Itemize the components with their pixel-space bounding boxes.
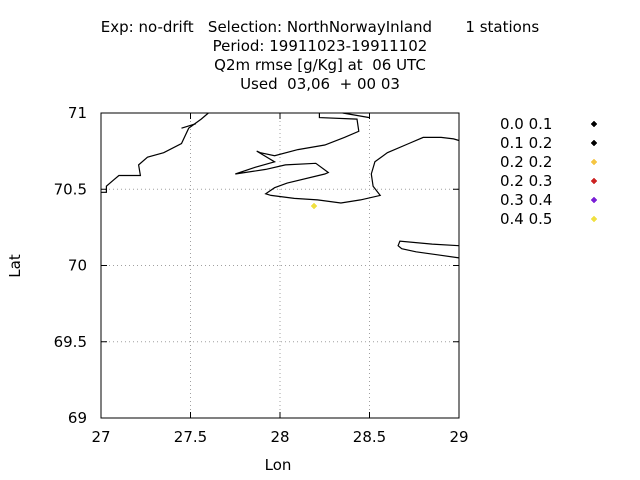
data-points — [310, 202, 318, 210]
x-tick-label: 27 — [91, 428, 110, 446]
legend-label: 0.0 0.1 — [500, 115, 552, 133]
legend: 0.0 0.10.1 0.20.2 0.20.2 0.30.3 0.40.4 0… — [500, 115, 598, 228]
y-tick-label: 70.5 — [54, 180, 87, 198]
legend-marker — [590, 158, 598, 166]
y-tick-label: 69 — [68, 409, 87, 427]
x-axis-label: Lon — [265, 456, 292, 474]
axis-ticks: 27 27.5 28 28.5 29 69 69.5 70 70.5 71 — [54, 104, 469, 446]
legend-marker — [590, 215, 598, 223]
legend-marker — [590, 120, 598, 128]
y-axis-label: Lat — [6, 254, 24, 278]
coastline — [101, 112, 209, 193]
legend-label: 0.4 0.5 — [500, 210, 552, 228]
data-point — [310, 202, 318, 210]
chart-title-line-2: Period: 19911023-19911102 — [212, 37, 428, 55]
coastline — [181, 123, 197, 129]
chart-title-line-1: Exp: no-drift Selection: NorthNorwayInla… — [100, 18, 540, 36]
legend-label: 0.2 0.2 — [500, 153, 552, 171]
chart-title-line-4: Used 03,06 + 00 03 — [240, 75, 400, 93]
coastline — [235, 113, 460, 204]
y-tick-label: 71 — [68, 104, 87, 122]
legend-marker — [590, 177, 598, 185]
y-tick-label: 70 — [68, 257, 87, 275]
x-tick-label: 28.5 — [353, 428, 386, 446]
legend-label: 0.2 0.3 — [500, 172, 552, 190]
coastlines — [101, 112, 460, 259]
legend-label: 0.3 0.4 — [500, 191, 552, 209]
coastline — [397, 240, 460, 259]
legend-marker — [590, 139, 598, 147]
legend-label: 0.1 0.2 — [500, 134, 552, 152]
x-tick-label: 27.5 — [174, 428, 207, 446]
x-tick-label: 28 — [270, 428, 289, 446]
x-tick-label: 29 — [449, 428, 468, 446]
y-tick-label: 69.5 — [54, 333, 87, 351]
coastline — [342, 112, 370, 119]
legend-marker — [590, 196, 598, 204]
chart-title-line-3: Q2m rmse [g/Kg] at 06 UTC — [214, 56, 426, 74]
grid-lines — [101, 113, 459, 418]
